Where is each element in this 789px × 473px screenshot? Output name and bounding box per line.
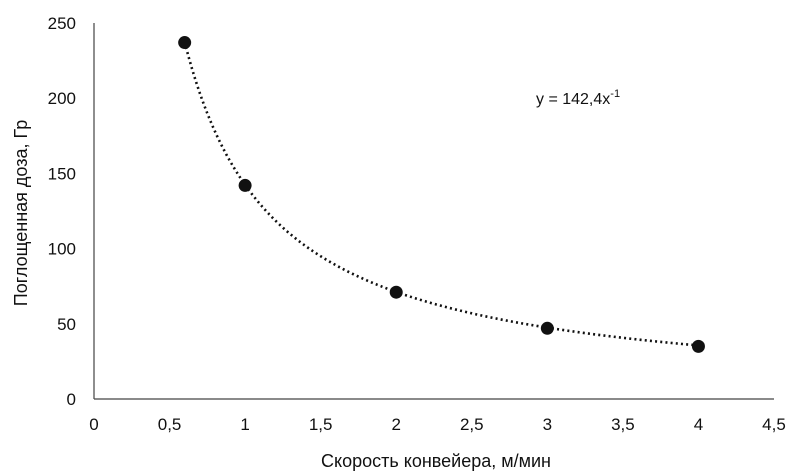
- y-axis-title: Поглощенная доза, Гр: [11, 120, 31, 306]
- x-tick-label: 0,5: [158, 415, 182, 434]
- x-tick-label: 3: [543, 415, 552, 434]
- y-tick-label: 200: [48, 89, 76, 108]
- x-tick-label: 0: [89, 415, 98, 434]
- x-axis-title: Скорость конвейера, м/мин: [321, 451, 551, 471]
- x-tick-label: 4,5: [762, 415, 786, 434]
- y-tick-labels: 0 50 100 150 200 250: [48, 14, 76, 409]
- equation-exponent: -1: [610, 88, 620, 100]
- x-tick-label: 1: [240, 415, 249, 434]
- x-tick-label: 1,5: [309, 415, 333, 434]
- trendline: [183, 41, 699, 347]
- trendline-equation: y = 142,4x-1: [536, 88, 620, 108]
- equation-base: y = 142,4x: [536, 91, 610, 108]
- data-point: [389, 285, 403, 299]
- data-point: [540, 321, 554, 335]
- axes: [93, 23, 774, 400]
- data-point: [691, 339, 705, 353]
- y-tick-label: 150: [48, 164, 76, 183]
- x-tick-labels: 0 0,5 1 1,5 2 2,5 3 3,5 4 4,5: [89, 415, 786, 434]
- y-tick-label: 250: [48, 14, 76, 33]
- x-tick-label: 2,5: [460, 415, 484, 434]
- y-tick-label: 50: [57, 315, 76, 334]
- x-tick-label: 4: [694, 415, 703, 434]
- data-points: [178, 36, 705, 353]
- x-tick-label: 2: [391, 415, 400, 434]
- data-point: [238, 178, 252, 192]
- x-tick-label: 3,5: [611, 415, 635, 434]
- data-point: [178, 36, 192, 50]
- y-tick-label: 100: [48, 240, 76, 259]
- y-tick-label: 0: [67, 390, 76, 409]
